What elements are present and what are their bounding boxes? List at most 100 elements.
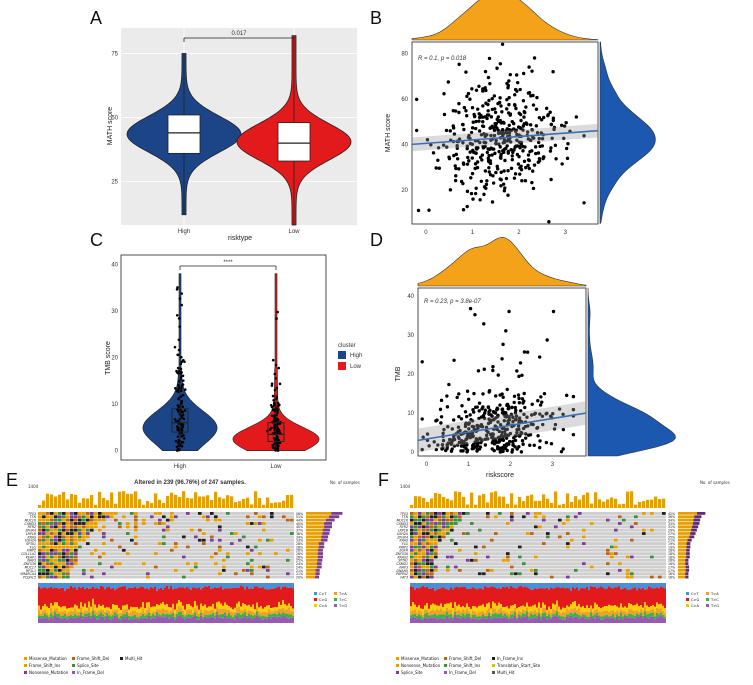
panel-d-point [504, 329, 508, 333]
panel-f-mutation-cell [446, 568, 450, 572]
panel-e-mutation-cell [210, 535, 214, 539]
panel-f-titv-segment [424, 617, 426, 623]
panel-f-tmb-bar [518, 496, 522, 508]
panel-f-titv-segment [516, 613, 518, 618]
panel-d-point [561, 427, 566, 432]
panel-f-mutation-cell [558, 518, 562, 522]
panel-f-tmb-bar [646, 499, 650, 508]
panel-e-titv-segment [48, 583, 50, 588]
panel-e-titv-segment [40, 618, 42, 623]
panel-e-titv-segment [212, 603, 214, 610]
panel-e-titv-segment [250, 583, 252, 589]
panel-e-titv-segment [58, 613, 60, 618]
panel-e-titv-segment [168, 614, 170, 619]
panel-f-titv-segment [414, 617, 416, 623]
panel-e-gene-label: KEAP1 [26, 555, 36, 559]
panel-b-point [484, 182, 489, 187]
panel-f-titv-segment [416, 607, 418, 613]
panel-d-point [544, 440, 549, 445]
panel-f-titv-segment [594, 614, 596, 619]
panel-b-point [495, 164, 499, 169]
panel-f-titv-segment [512, 610, 514, 615]
panel-d-point [468, 413, 472, 417]
panel-e-titv-segment [68, 615, 70, 619]
panel-f-titv-segment [562, 587, 564, 608]
panel-f-titv-segment [600, 583, 602, 587]
panel-e-titv-segment [62, 611, 64, 616]
panel-c-point [183, 409, 187, 412]
panel-b-point [470, 87, 474, 91]
panel-e-mutation-cell [50, 518, 54, 522]
panel-e-side-bar-seg [317, 548, 323, 552]
panel-e-titv-segment [254, 618, 256, 623]
panel-b-point [469, 130, 474, 135]
panel-e-titv-segment [186, 617, 188, 623]
panel-b-point [519, 164, 523, 168]
panel-e-titv-segment [284, 613, 286, 617]
panel-f-titv-segment [440, 588, 442, 604]
panel-e-titv-segment [184, 588, 186, 610]
panel-e-titv-segment [152, 613, 154, 618]
panel-f-titv-segment [414, 589, 416, 605]
panel-e-titv-segment [224, 602, 226, 609]
panel-b-point [549, 122, 554, 127]
panel-e-tmb-bar [234, 502, 238, 508]
panel-f-titv-segment [584, 588, 586, 609]
panel-e-titv-segment [208, 583, 210, 586]
panel-e-side-bar-seg [331, 512, 343, 515]
panel-d-point [465, 389, 470, 393]
panel-f-titv-segment [502, 615, 504, 618]
panel-f-titv-segment [510, 610, 512, 615]
panel-e-titv-segment [186, 610, 188, 615]
panel-d-point [468, 306, 473, 311]
panel-e-titv-segment [72, 618, 74, 623]
panel-e-mutation-cell [66, 518, 70, 522]
panel-d-point [549, 441, 554, 446]
panel-e-mutation-cell [118, 522, 122, 525]
panel-f-mutation-cell [410, 532, 414, 535]
panel-e-mutation-cell [74, 525, 78, 529]
panel-e-titv-segment [178, 600, 180, 607]
panel-e-titv-segment [142, 608, 144, 614]
panel-f-titv-segment [520, 606, 522, 612]
panel-e-mutation-cell [46, 528, 50, 532]
panel-e-titv-segment [230, 615, 232, 619]
panel-e-titv-segment [70, 607, 72, 611]
panel-f-mutation-cell [414, 555, 418, 559]
panel-e-titv-segment [178, 615, 180, 623]
panel-e-titv-segment [222, 618, 224, 623]
panel-b-point [462, 162, 466, 166]
panel-f-mutation-cell [442, 525, 446, 529]
panel-e-titv-segment [188, 614, 190, 618]
panel-e-titv-segment [126, 612, 128, 617]
panel-e-mutation-cell [82, 518, 86, 522]
panel-e-tmb-bar [50, 494, 54, 508]
panel-e-titv-segment [56, 608, 58, 614]
panel-e-titv-segment [84, 583, 86, 590]
panel-c-xtick-low: Low [270, 464, 282, 470]
panel-e-titv-segment [86, 613, 88, 617]
panel-d-point [491, 365, 495, 369]
panel-f-titv-segment [638, 617, 640, 623]
panel-b-point [475, 160, 480, 164]
panel-e-mutation-cell [106, 515, 110, 519]
panel-f-titv-segment [638, 606, 640, 612]
panel-f-mutation-cell [414, 542, 418, 545]
panel-f-titv-segment [594, 586, 596, 603]
panel-c-point [270, 414, 274, 418]
panel-e-mutation-cell [58, 548, 62, 552]
panel-d-point [513, 445, 517, 449]
panel-e-titv-segment [160, 609, 162, 616]
panel-e-titv-segment [100, 606, 102, 610]
panel-e-mutation-cell [110, 512, 114, 515]
panel-e-mutation-cell [42, 522, 46, 525]
panel-b-point [526, 137, 531, 141]
panel-f-titv-segment [506, 618, 508, 623]
panel-f-titv-segment [450, 602, 452, 610]
panel-f-titv-segment [442, 618, 444, 623]
panel-f-titv-segment [552, 616, 554, 623]
panel-e-side-bar [306, 518, 335, 522]
panel-f-mutation-cell [606, 572, 610, 576]
panel-e-tmb-bar [134, 491, 138, 508]
panel-f-mutation-cell [454, 512, 458, 515]
